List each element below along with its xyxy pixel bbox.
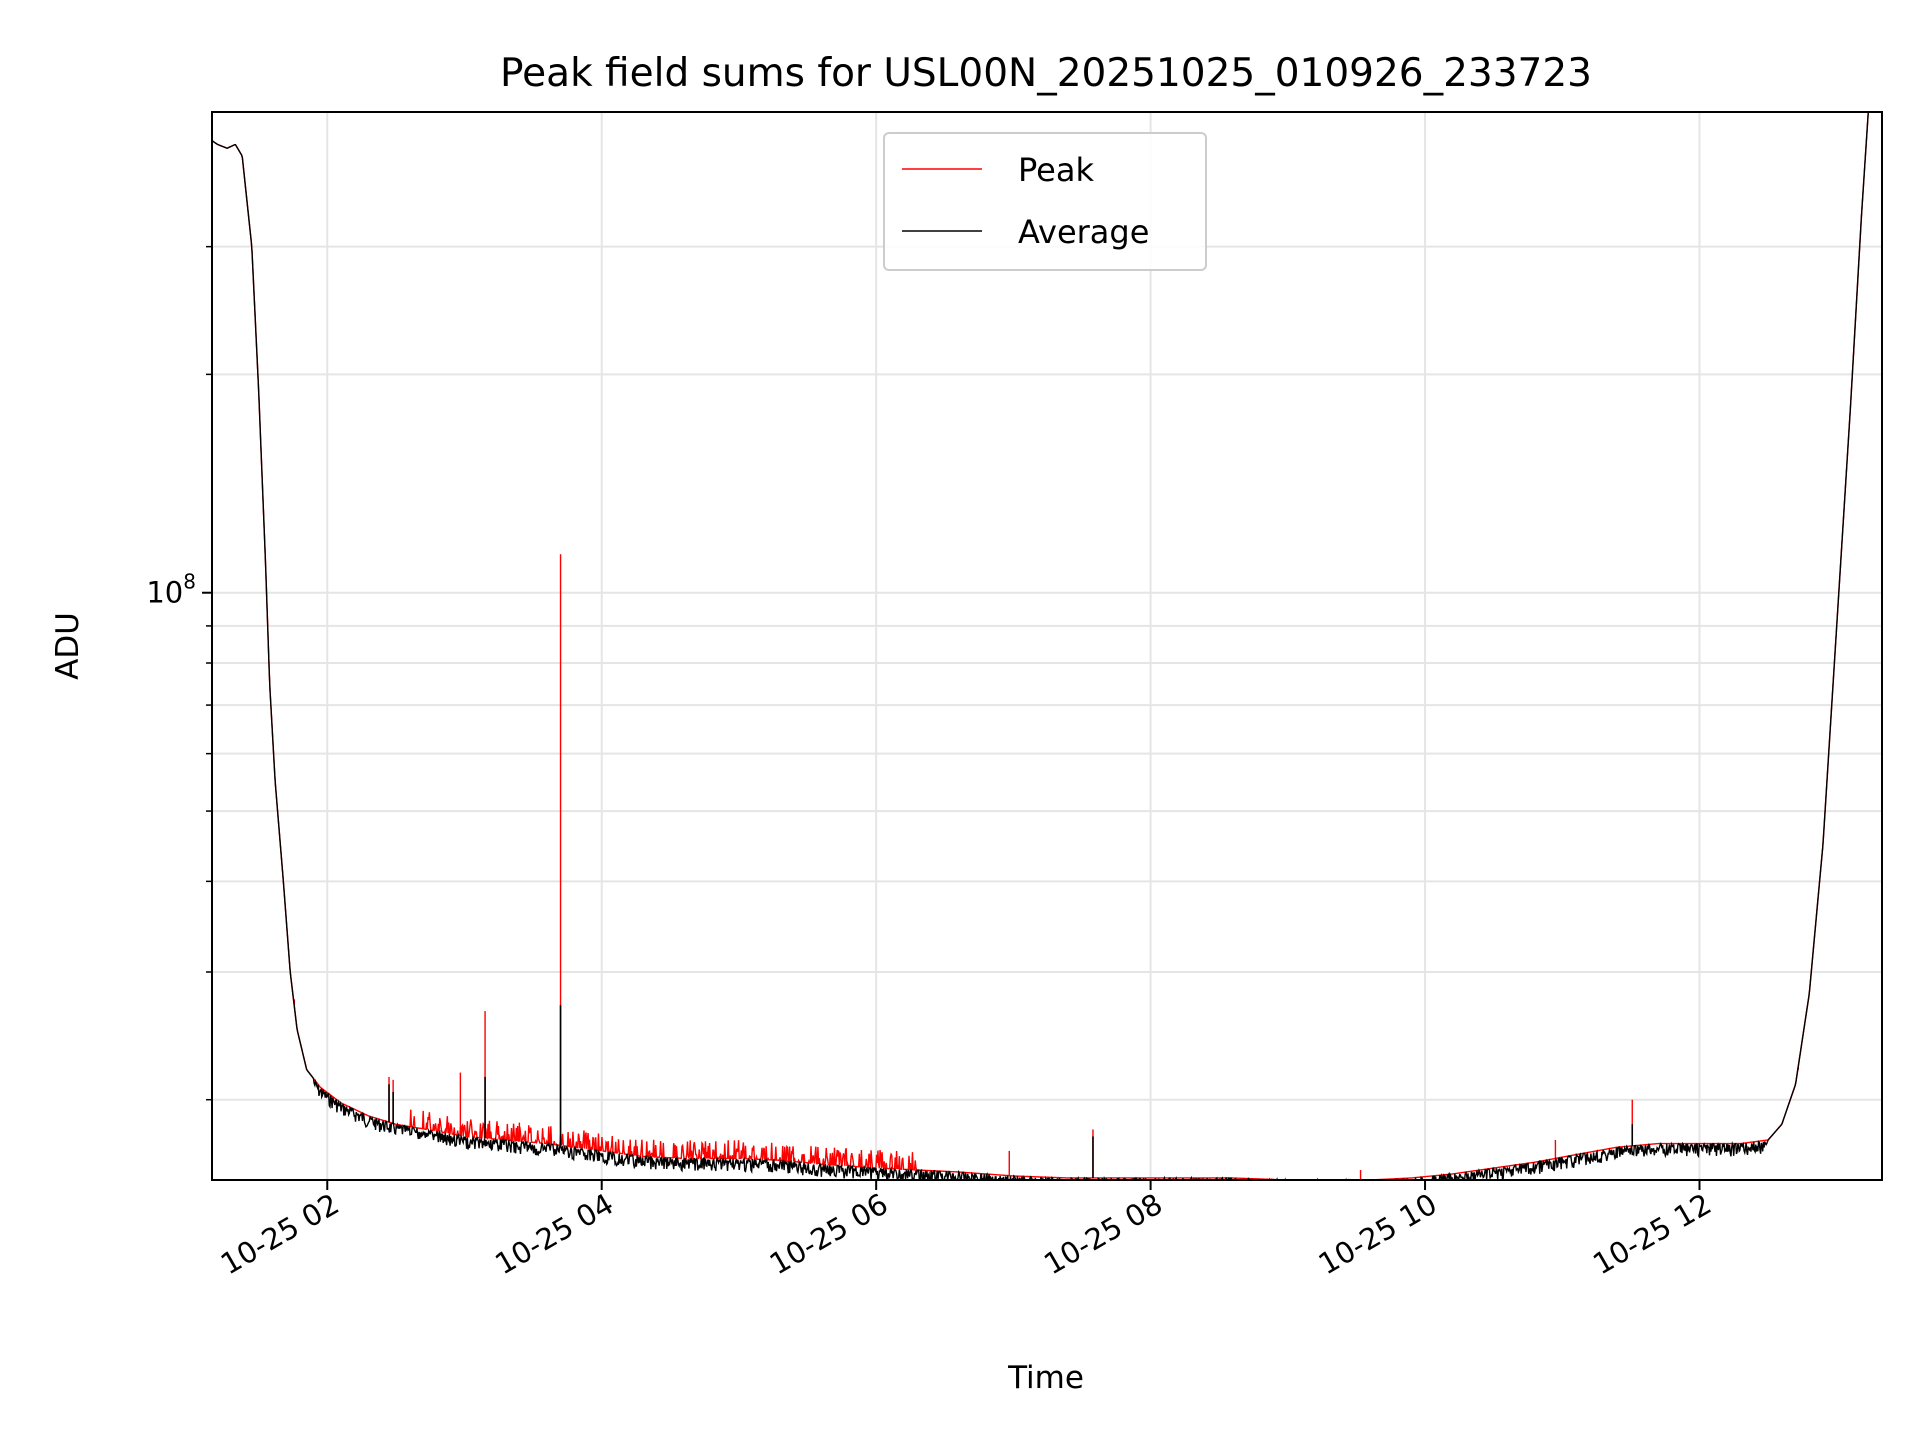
y-axis: 108 [146,245,212,1101]
legend-peak-label: Peak [1018,151,1094,189]
chart-title: Peak field sums for USL00N_20251025_0109… [500,51,1592,96]
peak-series-line [212,112,1869,1180]
plot-lines [212,112,1869,1180]
average-series-line [212,112,1869,1180]
x-axis-title: Time [1007,1360,1084,1396]
y-axis-title: ADU [50,612,86,680]
legend: Peak Average [883,132,1207,271]
plot-frame [211,111,1883,1181]
legend-average-label: Average [1018,213,1149,251]
grid [212,112,1882,1180]
y-tick-label: 108 [146,570,196,610]
legend-box [883,132,1207,271]
